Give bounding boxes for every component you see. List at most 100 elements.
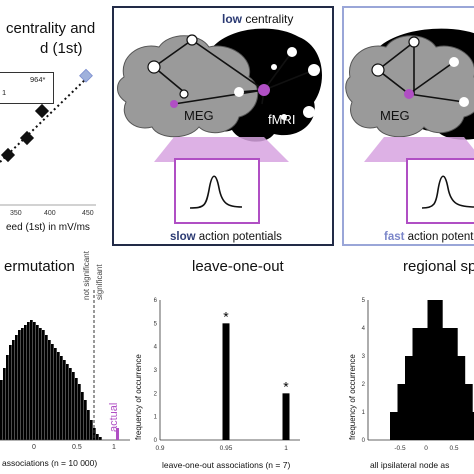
reg-bar xyxy=(472,412,474,440)
low-header-rest: centrality xyxy=(242,12,294,26)
low-centrality-panel: low centrality MEG fMRI xyxy=(112,6,334,246)
reg-tick-y: 2 xyxy=(362,382,366,388)
perm-bar xyxy=(18,330,21,440)
network-node xyxy=(281,114,287,120)
projection-cone xyxy=(364,137,474,162)
leave-one-out-title: leave-one-out xyxy=(192,258,284,275)
reg-bar xyxy=(420,328,428,440)
perm-bar xyxy=(15,335,18,440)
reg-ylabel: frequency of occurrence xyxy=(348,354,357,440)
permutation-title: ermutation xyxy=(4,258,75,275)
action-potential-trace-fast xyxy=(421,175,474,209)
perm-bar xyxy=(6,355,9,440)
reg-bar xyxy=(442,328,451,440)
scatter-title-line2: d (1st) xyxy=(40,40,83,57)
reg-bar xyxy=(412,328,421,440)
reg-tick-y: 0 xyxy=(362,438,366,444)
perm-bar xyxy=(81,392,84,440)
not-significant-label: not significant xyxy=(82,251,91,300)
meg-brain-shape xyxy=(345,35,474,138)
perm-bar xyxy=(63,360,66,440)
perm-bar xyxy=(51,344,54,440)
fast-caption-rest: action potent xyxy=(404,231,474,243)
regional-title: regional sp xyxy=(403,258,474,275)
perm-bar xyxy=(42,330,45,440)
reg-xlabel: all ipsilateral node as xyxy=(370,460,450,470)
perm-bar xyxy=(3,368,6,440)
scatter-tick: 450 xyxy=(82,210,94,217)
loo-tick-y: 2 xyxy=(154,391,158,397)
action-potential-box-fast xyxy=(406,158,474,224)
perm-bar xyxy=(39,328,42,440)
loo-tick-y: 5 xyxy=(154,321,158,327)
perm-tick: 0 xyxy=(32,444,36,451)
low-panel-caption: slow action potentials xyxy=(170,231,282,243)
loo-tick-y: 4 xyxy=(154,345,158,351)
perm-bar xyxy=(96,434,99,440)
loo-tick-y: 0 xyxy=(154,438,158,444)
significant-label: significant xyxy=(95,264,104,300)
stat-line2: 1 xyxy=(2,88,7,97)
perm-bar xyxy=(78,384,81,440)
loo-tick-x: 0.95 xyxy=(220,445,233,452)
loo-xlabel: leave-one-out associations (n = 7) xyxy=(162,460,291,470)
action-potential-trace xyxy=(189,175,243,209)
low-caption-rest: action potentials xyxy=(195,231,282,243)
highlight-node xyxy=(170,100,178,108)
fast-panel-caption: fast action potent xyxy=(384,231,474,243)
loo-star: * xyxy=(283,378,289,394)
perm-bar xyxy=(30,320,33,440)
stat-line1: 964* xyxy=(30,75,46,84)
perm-tick: 1 xyxy=(112,444,116,451)
reg-bar xyxy=(435,300,443,440)
brain-illustration-fast xyxy=(345,28,474,162)
actual-marker xyxy=(116,428,119,440)
reg-bar xyxy=(465,384,473,440)
scatter-panel: centrality and d (1st) 964* 1 350 400 45… xyxy=(0,0,110,250)
permutation-histogram xyxy=(0,290,130,441)
low-fmri-label: fMRI xyxy=(268,112,296,127)
perm-bar xyxy=(69,368,72,440)
projection-cone xyxy=(154,137,289,162)
low-caption-bold: slow xyxy=(170,231,196,243)
scatter-tick: 350 xyxy=(10,210,22,217)
loo-tick-y: 1 xyxy=(154,415,158,421)
actual-label: actual xyxy=(108,402,120,432)
perm-bar xyxy=(99,437,102,440)
perm-bar xyxy=(36,325,39,440)
scatter-point xyxy=(79,68,93,83)
scatter-tick: 400 xyxy=(44,210,56,217)
reg-tick-x: 0 xyxy=(424,445,428,452)
network-node xyxy=(234,87,244,97)
perm-bar xyxy=(75,378,78,440)
reg-bar xyxy=(405,356,413,440)
action-potential-box xyxy=(174,158,260,224)
perm-bar xyxy=(57,352,60,440)
perm-bar xyxy=(0,380,3,440)
perm-bar xyxy=(21,328,24,440)
reg-bar xyxy=(450,328,458,440)
scatter-title-line1: centrality and xyxy=(6,20,96,37)
loo-tick-y: 6 xyxy=(154,298,158,304)
loo-bar xyxy=(282,393,290,440)
perm-bar xyxy=(87,410,90,440)
reg-tick-y: 1 xyxy=(362,410,366,416)
perm-bar xyxy=(9,345,12,440)
network-node xyxy=(308,64,320,76)
network-node xyxy=(186,34,198,46)
fast-meg-label: MEG xyxy=(380,108,410,123)
perm-bar xyxy=(66,364,69,440)
perm-bar xyxy=(93,428,96,440)
perm-bar xyxy=(12,340,15,440)
stat-box xyxy=(0,72,54,104)
network-node xyxy=(303,106,315,118)
perm-bar xyxy=(60,356,63,440)
loo-bar xyxy=(222,323,230,440)
reg-bar xyxy=(427,300,436,440)
scatter-point xyxy=(0,147,16,163)
perm-bar xyxy=(54,348,57,440)
loo-tick-x: 0.9 xyxy=(155,445,164,452)
scatter-point xyxy=(19,130,35,146)
network-node xyxy=(179,89,189,99)
reg-tick-y: 5 xyxy=(362,298,366,304)
